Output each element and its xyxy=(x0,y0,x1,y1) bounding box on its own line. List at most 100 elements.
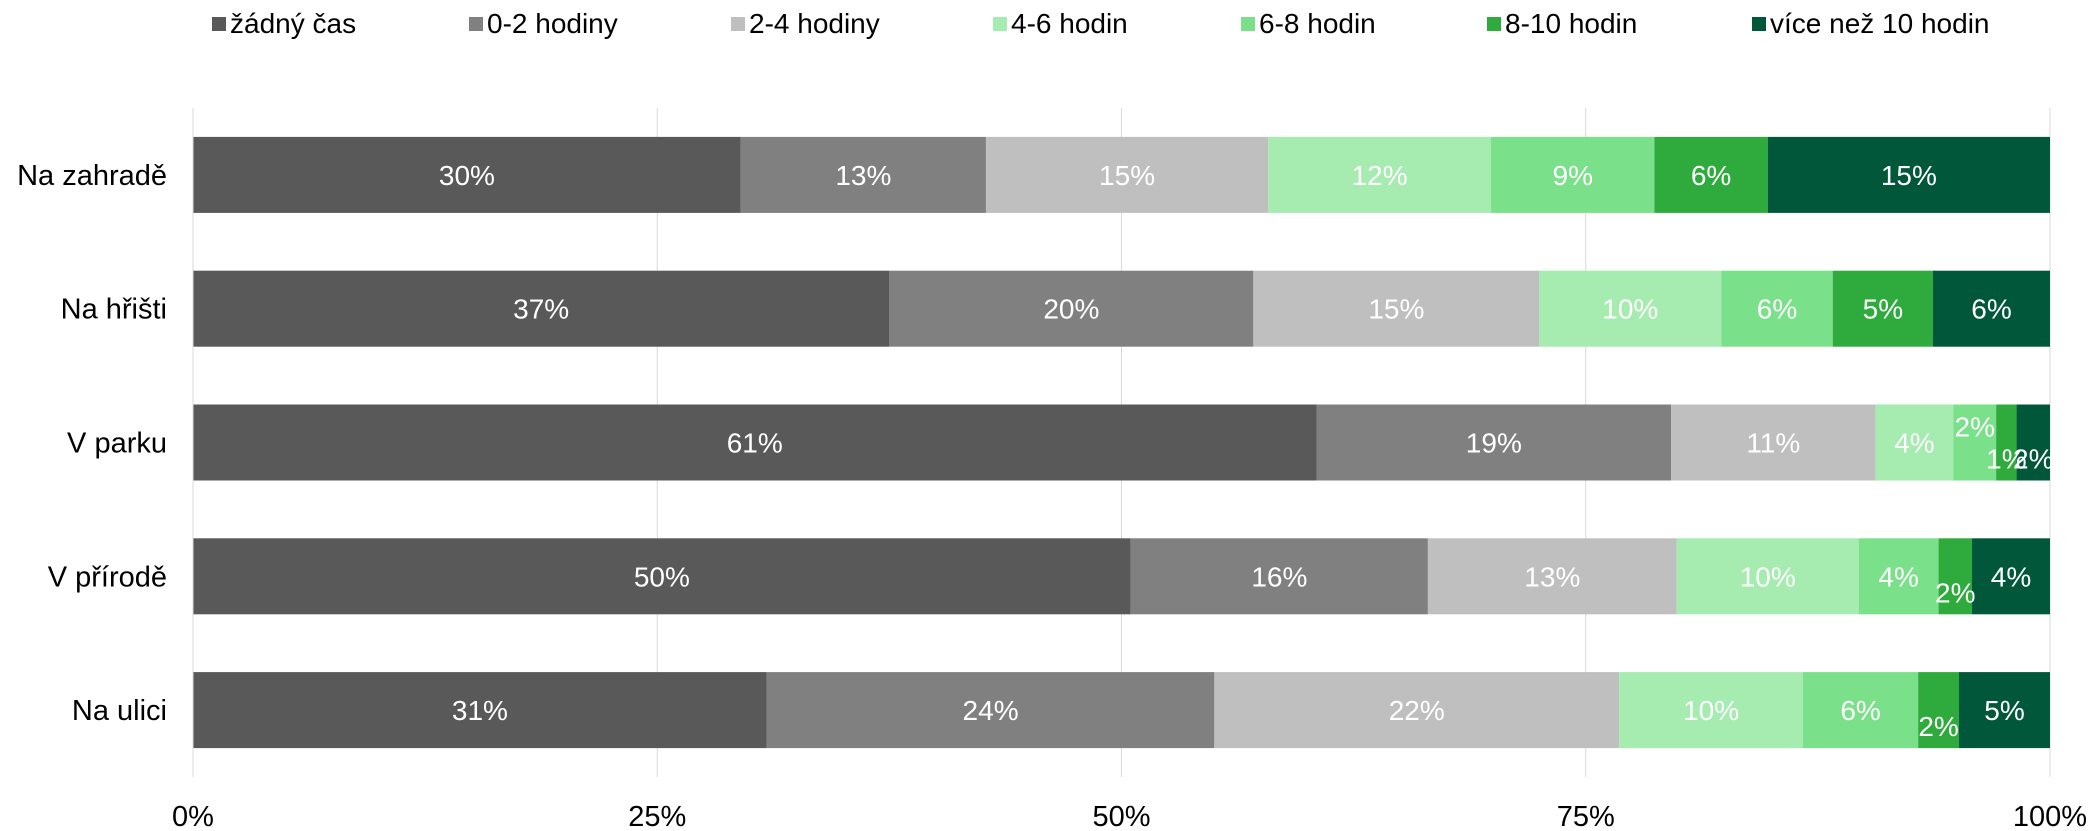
legend-swatch xyxy=(212,17,226,31)
legend-item-6-8-hodin: 6-8 hodin xyxy=(1241,8,1376,39)
data-label-na-ulici-2-4-hodiny: 22% xyxy=(1389,695,1445,726)
legend-label: 6-8 hodin xyxy=(1259,8,1376,39)
x-tick-label-0: 0% xyxy=(172,801,214,831)
category-label-v-parku: V parku xyxy=(67,428,167,460)
legend-item-8-10-hodin: 8-10 hodin xyxy=(1487,8,1637,39)
data-label-na-hristi-8-10-hodin: 5% xyxy=(1863,294,1903,325)
x-tick-label-75: 75% xyxy=(1557,801,1615,831)
legend-item-zadny-cas: žádný čas xyxy=(212,8,356,39)
data-label-na-zahrade-0-2-hodiny: 13% xyxy=(835,160,891,191)
bar-segment-na-hristi-4-6-hodin xyxy=(1539,270,1722,347)
legend-item-2-4-hodiny: 2-4 hodiny xyxy=(731,8,880,39)
data-label-v-prirode-6-8-hodin: 4% xyxy=(1878,561,1918,592)
data-label-na-ulici-vice-nez-10-hodin: 5% xyxy=(1984,695,2024,726)
data-label-na-hristi-0-2-hodiny: 20% xyxy=(1043,294,1099,325)
bar-segment-na-ulici-2-4-hodiny xyxy=(1214,672,1620,749)
data-label-v-parku-2-4-hodiny: 11% xyxy=(1746,428,1800,459)
x-tick-label-50: 50% xyxy=(1092,801,1150,831)
bar-segment-na-hristi-6-8-hodin xyxy=(1721,270,1833,347)
bar-segment-v-parku-2-4-hodiny xyxy=(1671,404,1876,481)
data-label-na-hristi-6-8-hodin: 6% xyxy=(1757,294,1797,325)
data-label-v-parku-vice-nez-10-hodin: 2% xyxy=(2013,444,2053,475)
bar-segment-na-ulici-vice-nez-10-hodin xyxy=(1959,672,2050,749)
bar-segment-na-hristi-8-10-hodin xyxy=(1832,270,1934,347)
category-label-na-hristi: Na hřišti xyxy=(61,294,167,326)
bar-segment-v-prirode-6-8-hodin xyxy=(1858,538,1939,615)
bar-segment-v-parku-vice-nez-10-hodin xyxy=(2016,404,2050,481)
bar-segment-na-zahrade-vice-nez-10-hodin xyxy=(1767,136,2050,213)
data-label-na-zahrade-6-8-hodin: 9% xyxy=(1553,160,1593,191)
data-label-na-hristi-zadny-cas: 37% xyxy=(513,294,569,325)
legend-label: žádný čas xyxy=(230,8,356,39)
legend-label: více než 10 hodin xyxy=(1770,8,1990,39)
axes: Na zahradě Na hřišti V parku V přírodě Na ul… xyxy=(17,108,2087,831)
x-tick-label-100: 100% xyxy=(2013,801,2087,831)
legend-swatch xyxy=(469,17,483,31)
bar-segment-na-zahrade-0-2-hodiny xyxy=(740,136,986,213)
data-label-v-parku-6-8-hodin: 2% xyxy=(1955,412,1995,443)
legend-swatch xyxy=(1752,17,1766,31)
bar-segment-v-parku-6-8-hodin xyxy=(1953,404,1997,481)
legend: žádný čas 0-2 hodiny 2-4 hodiny 4-6 hodin 6-… xyxy=(212,8,1990,39)
data-label-v-prirode-vice-nez-10-hodin: 4% xyxy=(1991,561,2031,592)
bar-segment-na-ulici-0-2-hodiny xyxy=(766,672,1215,749)
legend-item-4-6-hodin: 4-6 hodin xyxy=(993,8,1128,39)
bar-segment-v-prirode-2-4-hodiny xyxy=(1427,538,1677,615)
data-label-na-hristi-2-4-hodiny: 15% xyxy=(1368,294,1424,325)
data-label-na-ulici-4-6-hodin: 10% xyxy=(1683,695,1739,726)
bar-segment-na-zahrade-zadny-cas xyxy=(193,136,741,213)
bar-segment-v-prirode-zadny-cas xyxy=(193,538,1131,615)
legend-label: 4-6 hodin xyxy=(1011,8,1128,39)
bar-segment-v-parku-zadny-cas xyxy=(193,404,1317,481)
bar-segment-v-prirode-4-6-hodin xyxy=(1676,538,1859,615)
legend-label: 8-10 hodin xyxy=(1505,8,1637,39)
category-label-na-ulici: Na ulici xyxy=(72,695,167,727)
bar-segment-na-ulici-4-6-hodin xyxy=(1619,672,1804,749)
data-label-na-zahrade-2-4-hodiny: 15% xyxy=(1099,160,1155,191)
data-label-na-ulici-6-8-hodin: 6% xyxy=(1840,695,1880,726)
bar-segment-v-parku-0-2-hodiny xyxy=(1316,404,1672,481)
data-label-v-prirode-zadny-cas: 50% xyxy=(634,561,690,592)
data-label-na-zahrade-4-6-hodin: 12% xyxy=(1352,160,1408,191)
plot-area: 30% 13% 15% 12% 9% 6% 15% 37% 20% 15% 10% 6% 5% 6% 61%… xyxy=(193,136,2054,749)
data-label-na-zahrade-vice-nez-10-hodin: 15% xyxy=(1881,160,1937,191)
bar-segment-na-zahrade-4-6-hodin xyxy=(1268,136,1492,213)
data-label-na-hristi-4-6-hodin: 10% xyxy=(1602,294,1658,325)
category-label-v-prirode: V přírodě xyxy=(48,561,167,593)
bar-segment-na-hristi-0-2-hodiny xyxy=(889,270,1254,347)
bar-segment-na-hristi-2-4-hodiny xyxy=(1253,270,1540,347)
legend-swatch xyxy=(1487,17,1501,31)
bar-segment-v-parku-8-10-hodin xyxy=(1996,404,2017,481)
bar-segment-v-prirode-8-10-hodin xyxy=(1938,538,1973,615)
data-label-v-prirode-2-4-hodiny: 13% xyxy=(1524,561,1580,592)
data-label-v-parku-0-2-hodiny: 19% xyxy=(1466,428,1522,459)
data-label-v-prirode-4-6-hodin: 10% xyxy=(1740,561,1796,592)
bar-segment-na-zahrade-8-10-hodin xyxy=(1654,136,1768,213)
legend-label: 0-2 hodiny xyxy=(487,8,618,39)
data-label-na-hristi-vice-nez-10-hodin: 6% xyxy=(1971,294,2011,325)
data-label-v-parku-4-6-hodin: 4% xyxy=(1894,428,1934,459)
legend-item-vice-nez-10-hodin: více než 10 hodin xyxy=(1752,8,1990,39)
x-tick-label-25: 25% xyxy=(628,801,686,831)
bar-segment-v-prirode-0-2-hodiny xyxy=(1130,538,1428,615)
bar-segment-na-hristi-zadny-cas xyxy=(193,270,890,347)
legend-label: 2-4 hodiny xyxy=(749,8,880,39)
bar-segment-na-ulici-6-8-hodin xyxy=(1803,672,1919,749)
legend-swatch xyxy=(731,17,745,31)
data-label-na-zahrade-zadny-cas: 30% xyxy=(439,160,495,191)
bar-segment-v-parku-4-6-hodin xyxy=(1875,404,1954,481)
data-label-na-ulici-8-10-hodin: 2% xyxy=(1918,711,1958,742)
bar-segment-na-zahrade-2-4-hodiny xyxy=(985,136,1269,213)
data-label-na-ulici-0-2-hodiny: 24% xyxy=(963,695,1019,726)
legend-item-0-2-hodiny: 0-2 hodiny xyxy=(469,8,618,39)
bar-segment-na-zahrade-6-8-hodin xyxy=(1491,136,1655,213)
data-label-na-ulici-zadny-cas: 31% xyxy=(452,695,508,726)
data-label-v-parku-zadny-cas: 61% xyxy=(727,428,783,459)
legend-swatch xyxy=(993,17,1007,31)
data-label-v-prirode-0-2-hodiny: 16% xyxy=(1251,561,1307,592)
bar-segment-na-ulici-zadny-cas xyxy=(193,672,767,749)
category-label-na-zahrade: Na zahradě xyxy=(17,160,167,192)
data-label-v-parku-8-10-hodin: 1% xyxy=(1986,444,2026,475)
bar-segment-na-ulici-8-10-hodin xyxy=(1918,672,1960,749)
